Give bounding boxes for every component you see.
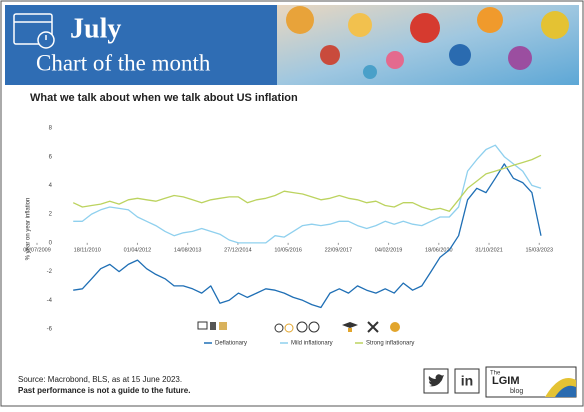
x-tick-label: 18/06/2020 <box>425 247 453 253</box>
header-subtitle: Chart of the month <box>36 50 211 75</box>
y-tick-label: 6 <box>49 154 53 160</box>
x-tick-label: 06/07/2009 <box>23 247 51 253</box>
x-tick-label: 15/03/2023 <box>525 247 553 253</box>
linkedin-icon: in <box>461 373 473 389</box>
y-tick-label: 2 <box>49 212 53 218</box>
twitter-button[interactable] <box>423 368 449 394</box>
disclaimer: Past performance is not a guide to the f… <box>18 386 190 395</box>
y-tick-label: 4 <box>49 183 53 189</box>
logo-name: LGIM <box>492 375 520 387</box>
logo-top: The <box>490 371 501 377</box>
source-note: Source: Macrobond, BLS, as at 15 June 20… <box>18 375 182 384</box>
y-tick-label: -6 <box>47 327 53 333</box>
legend-label: Strong inflationary <box>366 341 414 347</box>
balloon-image <box>277 5 579 85</box>
calendar-icon <box>13 13 55 49</box>
y-tick-label: -4 <box>47 298 53 304</box>
logo-bottom: blog <box>510 388 523 395</box>
legend-label: Mild inflationary <box>291 341 333 347</box>
legend-label: Deflationary <box>215 341 247 347</box>
chart-title: What we talk about when we talk about US… <box>30 92 298 104</box>
linkedin-button[interactable]: in <box>454 368 480 394</box>
y-tick-label: 8 <box>49 126 53 132</box>
x-tick-label: 31/10/2021 <box>475 247 503 253</box>
y-tick-label: 0 <box>49 240 53 246</box>
x-tick-label: 27/12/2014 <box>224 247 252 253</box>
y-tick-label: -2 <box>47 269 53 275</box>
legend-icons <box>197 321 400 333</box>
x-tick-label: 22/09/2017 <box>325 247 353 253</box>
header-month: July <box>70 13 121 44</box>
x-tick-label: 01/04/2012 <box>124 247 152 253</box>
twitter-icon <box>428 374 444 387</box>
series-line <box>73 144 542 244</box>
series-line <box>72 154 542 212</box>
x-tick-label: 10/05/2016 <box>274 247 302 253</box>
x-tick-label: 18/11/2010 <box>74 247 101 253</box>
y-axis-label: % year on year inflation <box>26 198 32 261</box>
lgim-logo[interactable]: The LGIM blog <box>485 366 577 398</box>
series-line <box>73 163 542 309</box>
x-tick-label: 04/02/2019 <box>375 247 403 253</box>
x-tick-label: 14/08/2013 <box>174 247 202 253</box>
